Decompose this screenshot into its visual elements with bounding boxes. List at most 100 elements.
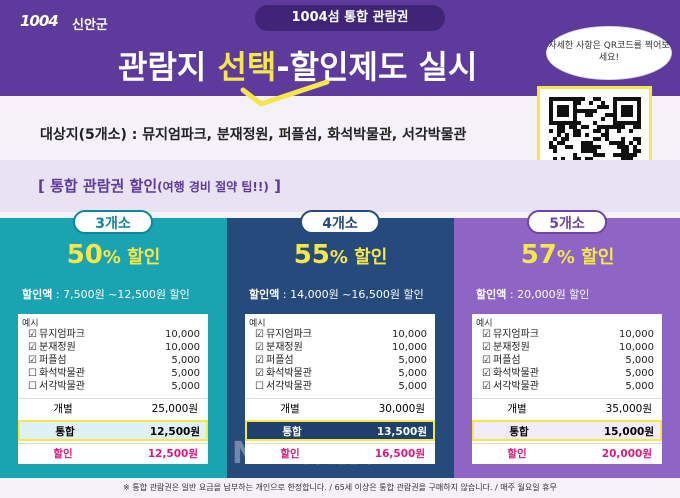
item-price: 5,000 bbox=[171, 368, 200, 379]
item-price: 5,000 bbox=[625, 355, 654, 366]
item-price: 5,000 bbox=[625, 368, 654, 379]
item-price: 5,000 bbox=[625, 381, 654, 392]
example-tag: 예시 bbox=[249, 319, 266, 329]
item-name: 화석박물관 bbox=[482, 367, 539, 380]
plan-column-4: 4개소 55% 할인 할인액 : 14,000원 ~16,500원 할인 예시 … bbox=[227, 210, 454, 478]
item-price: 5,000 bbox=[398, 368, 427, 379]
discount-rate: 55% 할인 bbox=[227, 240, 454, 270]
item-row: 뮤지엄파크 10,000 bbox=[482, 328, 654, 341]
item-name: 뮤지엄파크 bbox=[28, 328, 85, 341]
footer-note: ※ 통합 관람권은 일반 요금을 납부하는 개인으로 한정합니다. / 65세 … bbox=[0, 478, 680, 498]
discount-unit: % 할인 bbox=[556, 247, 615, 268]
item-row: 퍼플섬 5,000 bbox=[255, 354, 427, 367]
item-price: 5,000 bbox=[398, 355, 427, 366]
item-row: 분재정원 10,000 bbox=[28, 341, 200, 354]
target-sites: 대상지(5개소) : 뮤지엄파크, 분재정원, 퍼플섬, 화석박물관, 서각박물… bbox=[40, 127, 467, 143]
title-highlight: 선택 bbox=[217, 48, 277, 86]
item-price: 5,000 bbox=[171, 381, 200, 392]
total-price-row: 통합 13,500원 bbox=[245, 420, 435, 441]
plan-column-5: 5개소 57% 할인 할인액 : 20,000원 할인 예시 뮤지엄파크 10,0… bbox=[454, 210, 680, 478]
item-name: 화석박물관 bbox=[255, 367, 312, 380]
item-row: 분재정원 10,000 bbox=[255, 341, 427, 354]
discount-percent: 50 bbox=[66, 240, 103, 270]
discount-percent: 55 bbox=[293, 240, 330, 270]
item-name: 분재정원 bbox=[482, 341, 530, 354]
item-price: 10,000 bbox=[392, 329, 427, 340]
item-row: 화석박물관 5,000 bbox=[255, 367, 427, 380]
item-price: 5,000 bbox=[398, 381, 427, 392]
item-name: 퍼플섬 bbox=[255, 354, 294, 367]
ticket-pill: 1004섬 통합 관람권 bbox=[255, 5, 445, 31]
discount-label: 할인 bbox=[53, 448, 73, 460]
item-price: 10,000 bbox=[392, 342, 427, 353]
item-name: 화석박물관 bbox=[28, 367, 85, 380]
individual-price-row: 개별 25,000원 bbox=[18, 398, 208, 419]
item-row: 분재정원 10,000 bbox=[482, 341, 654, 354]
item-name: 분재정원 bbox=[255, 341, 303, 354]
item-name: 뮤지엄파크 bbox=[255, 328, 312, 341]
item-name: 퍼플섬 bbox=[482, 354, 521, 367]
total-price-row: 통합 15,000원 bbox=[472, 420, 662, 441]
section-title: [ 통합 관람권 할인(여행 경비 절약 팁!!) ] bbox=[38, 175, 281, 196]
plan-tab: 4개소 bbox=[300, 210, 380, 234]
total-label: 통합 bbox=[509, 426, 529, 438]
checkmark-icon bbox=[240, 79, 330, 107]
discount-amount-label: 할인액 bbox=[476, 288, 507, 301]
discount-amount: 할인액 : 14,000원 ~16,500원 할인 bbox=[249, 286, 424, 302]
brand-name: 신안군 bbox=[72, 18, 108, 33]
discount-amount-label: 할인액 bbox=[22, 288, 53, 301]
discount-unit: % 할인 bbox=[329, 247, 388, 268]
item-row: 서각박물관 5,000 bbox=[255, 380, 427, 393]
discount-row: 할인 12,500원 bbox=[18, 443, 208, 464]
brand-logo: 1004 bbox=[20, 12, 59, 30]
discount-amount-value: : 20,000원 할인 bbox=[506, 288, 590, 301]
discount-row: 할인 16,500원 bbox=[245, 443, 435, 464]
discount-percent: 57 bbox=[520, 240, 557, 270]
item-name: 분재정원 bbox=[28, 341, 76, 354]
watermark-mark: NA bbox=[232, 436, 287, 471]
discount-value: 16,500원 bbox=[374, 448, 425, 460]
title-prefix: 관람지 bbox=[118, 48, 218, 86]
section-band bbox=[0, 160, 680, 212]
section-title-close: ] bbox=[268, 177, 281, 195]
item-row: 서각박물관 5,000 bbox=[482, 380, 654, 393]
item-row: 퍼플섬 5,000 bbox=[482, 354, 654, 367]
total-label: 통합 bbox=[55, 426, 75, 438]
item-list: 뮤지엄파크10,000분재정원10,000퍼플섬5,000화석박물관5,000서… bbox=[28, 328, 200, 393]
item-name: 서각박물관 bbox=[28, 380, 85, 393]
page-title: 관람지 선택-할인제도 실시 bbox=[118, 42, 538, 92]
discount-amount-label: 할인액 bbox=[249, 288, 280, 301]
total-price-row: 통합 12,500원 bbox=[18, 420, 208, 441]
item-row: 화석박물관 5,000 bbox=[28, 367, 200, 380]
item-price: 10,000 bbox=[165, 329, 200, 340]
discount-amount: 할인액 : 7,500원 ~12,500원 할인 bbox=[22, 286, 190, 302]
header-divider bbox=[0, 96, 680, 110]
example-card: 예시 뮤지엄파크 10,000 분재정원 10,000 퍼플섬 5,000 화석박물관 5,0… bbox=[18, 314, 208, 464]
item-row: 서각박물관 5,000 bbox=[28, 380, 200, 393]
discount-amount: 할인액 : 20,000원 할인 bbox=[476, 286, 589, 302]
title-suffix: -할인제도 실시 bbox=[276, 48, 478, 86]
discount-value: 20,000원 bbox=[601, 448, 652, 460]
discount-amount-value: : 7,500원 ~12,500원 할인 bbox=[52, 288, 190, 301]
individual-price: 25,000원 bbox=[151, 403, 198, 415]
discount-unit: % 할인 bbox=[102, 247, 161, 268]
item-row: 뮤지엄파크 10,000 bbox=[255, 328, 427, 341]
discount-value: 12,500원 bbox=[147, 448, 198, 460]
discount-row: 할인 20,000원 bbox=[472, 443, 662, 464]
example-tag: 예시 bbox=[476, 319, 493, 329]
example-card: 예시 뮤지엄파크 10,000 분재정원 10,000 퍼플섬 5,000 화석박물관 5,0… bbox=[245, 314, 435, 464]
item-name: 퍼플섬 bbox=[28, 354, 67, 367]
item-row: 퍼플섬 5,000 bbox=[28, 354, 200, 367]
discount-label: 할인 bbox=[280, 448, 300, 460]
item-price: 10,000 bbox=[165, 342, 200, 353]
qr-note-bubble: 자세한 사항은 QR코드를 찍어보세요! bbox=[546, 26, 672, 80]
item-price: 10,000 bbox=[619, 342, 654, 353]
individual-price: 35,000원 bbox=[605, 403, 652, 415]
watermark-logo: NA 광주전남협회 bbox=[232, 436, 462, 476]
individual-label: 개별 bbox=[280, 403, 300, 415]
item-price: 5,000 bbox=[171, 355, 200, 366]
total-price: 15,000원 bbox=[603, 426, 654, 438]
plan-column-3: 3개소 50% 할인 할인액 : 7,500원 ~12,500원 할인 예시 뮤… bbox=[0, 210, 227, 478]
section-tip: (여행 경비 절약 팁!!) bbox=[157, 180, 269, 194]
